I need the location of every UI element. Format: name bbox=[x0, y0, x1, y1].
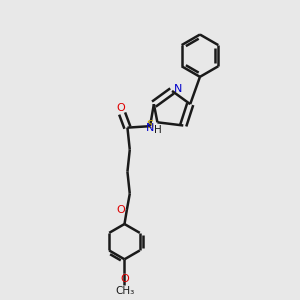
Text: CH₃: CH₃ bbox=[116, 286, 135, 296]
Text: O: O bbox=[116, 205, 125, 215]
Text: H: H bbox=[154, 125, 162, 135]
Text: N: N bbox=[146, 123, 154, 133]
Text: S: S bbox=[146, 120, 154, 130]
Text: O: O bbox=[120, 274, 129, 284]
Text: N: N bbox=[174, 84, 183, 94]
Text: O: O bbox=[116, 103, 125, 113]
